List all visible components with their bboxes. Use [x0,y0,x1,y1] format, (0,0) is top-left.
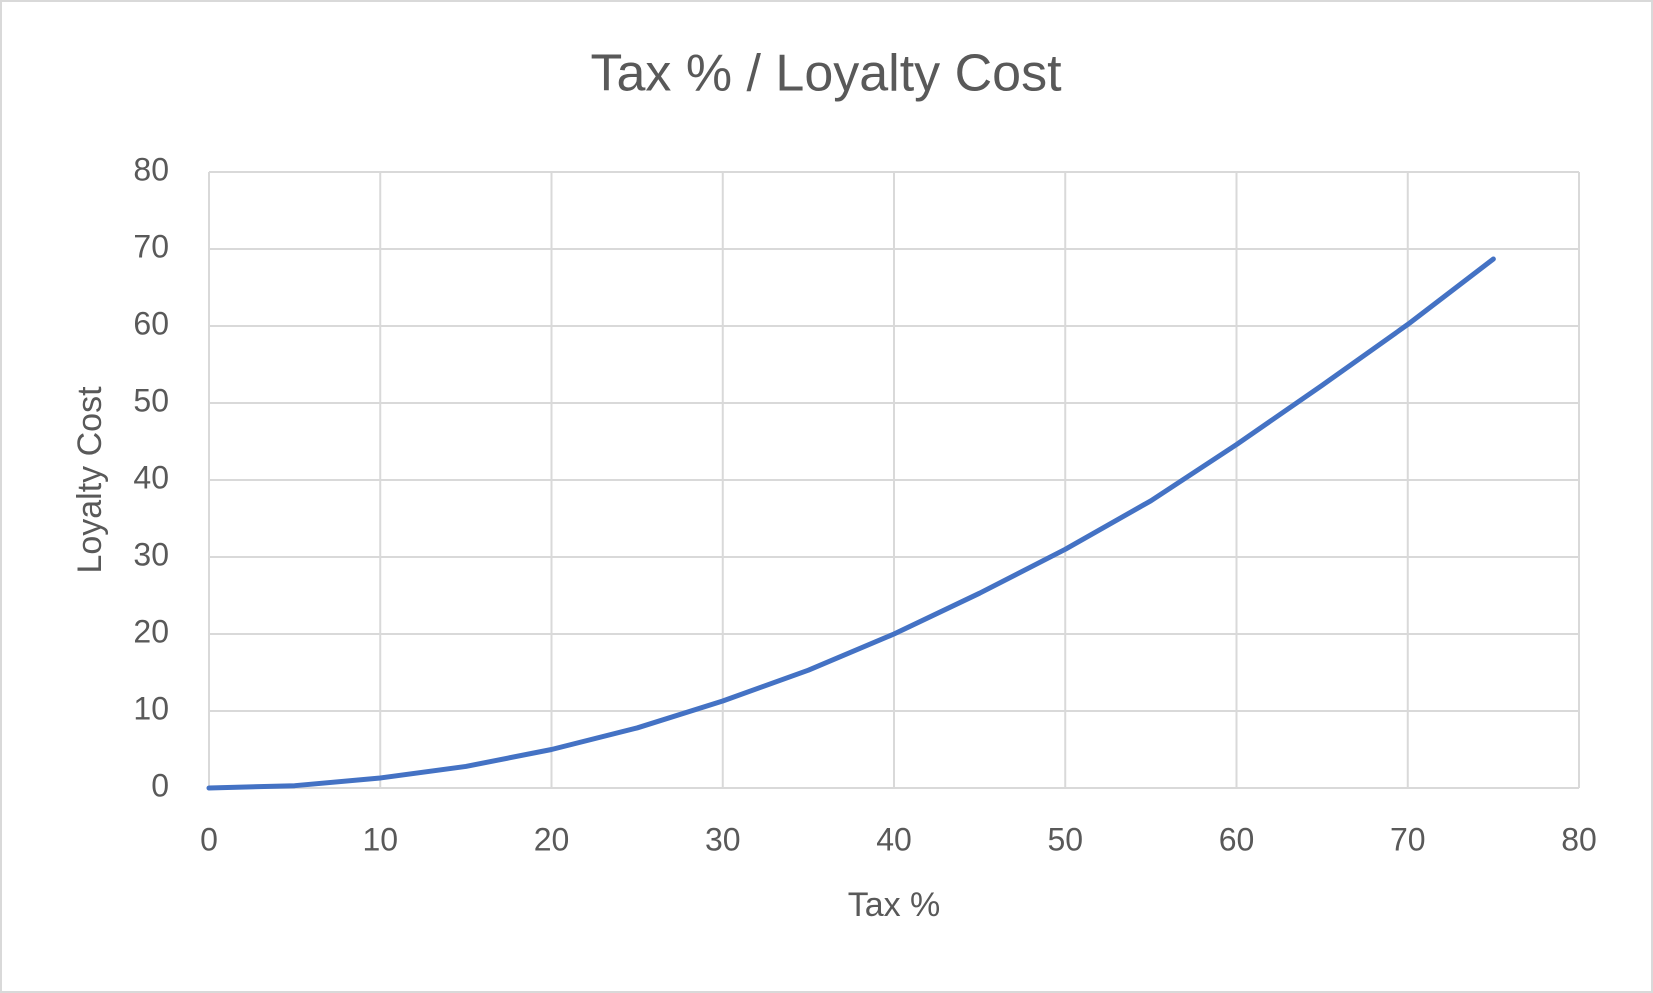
x-tick-label: 20 [534,821,570,857]
chart-title: Tax % / Loyalty Cost [590,45,1062,103]
y-tick-label: 20 [133,613,169,649]
x-tick-label: 30 [705,821,741,857]
x-tick-label: 60 [1219,821,1255,857]
x-axis-label: Tax % [848,886,941,924]
x-tick-label: 80 [1561,821,1597,857]
y-tick-label: 10 [133,690,169,726]
x-tick-label: 0 [200,821,218,857]
y-tick-label: 30 [133,536,169,572]
x-tick-label: 10 [362,821,398,857]
data-line [206,256,1496,791]
y-tick-label: 50 [133,382,169,418]
x-tick-label: 40 [876,821,912,857]
y-tick-label: 80 [133,151,169,187]
x-tick-label: 70 [1390,821,1426,857]
x-tick-label: 50 [1047,821,1083,857]
y-tick-label: 60 [133,305,169,341]
y-tick-label: 0 [151,767,169,803]
y-tick-label: 70 [133,228,169,264]
y-axis-label: Loyalty Cost [71,386,109,574]
y-tick-label: 40 [133,459,169,495]
